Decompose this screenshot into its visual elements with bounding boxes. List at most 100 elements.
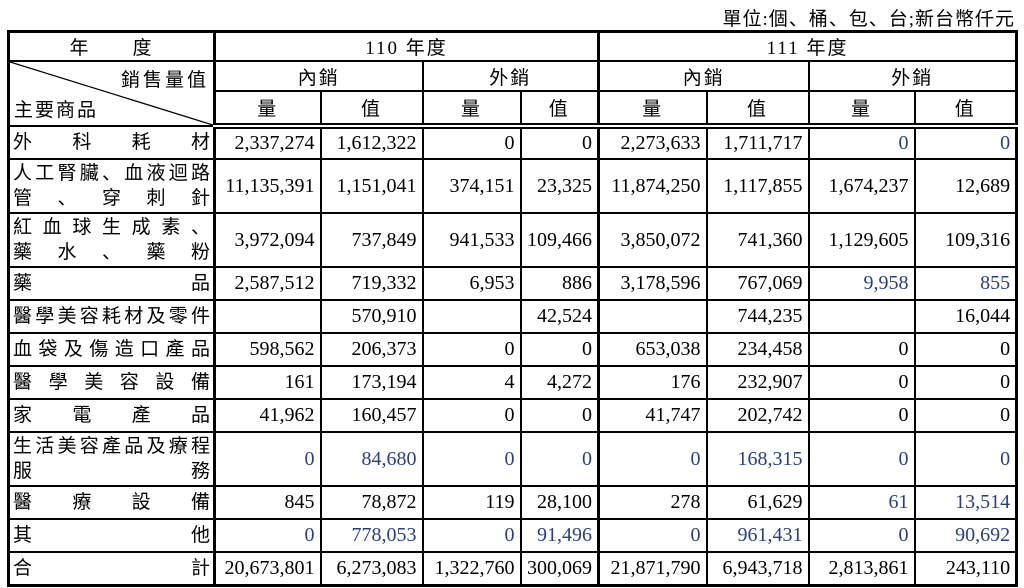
value-cell: 4 xyxy=(421,365,522,400)
value-cell: 0 xyxy=(421,125,522,160)
value-cell: 845 xyxy=(213,485,322,520)
value-cell: 0 xyxy=(213,518,322,553)
value-cell: 78,872 xyxy=(319,485,424,520)
value-cell: 11,874,250 xyxy=(597,158,708,214)
value-cell: 653,038 xyxy=(597,332,708,367)
export-111-header: 外銷 xyxy=(807,60,1018,92)
value-cell: 0 xyxy=(421,431,522,487)
value-cell: 20,673,801 xyxy=(213,551,322,586)
domestic-110-header: 內銷 xyxy=(213,60,424,92)
value-cell: 6,943,718 xyxy=(705,551,810,586)
measure-header-row: 量 值 量 值 量 值 量 值 xyxy=(9,90,1018,129)
diagonal-line xyxy=(10,62,213,125)
value-header: 值 xyxy=(519,90,600,129)
value-cell: 0 xyxy=(807,365,916,400)
value-cell xyxy=(807,299,916,334)
value-header: 值 xyxy=(319,90,424,129)
value-cell: 12,689 xyxy=(913,158,1018,214)
qty-header: 量 xyxy=(597,90,708,129)
value-cell: 91,496 xyxy=(519,518,600,553)
table-row: 合計 20,673,801 6,273,083 1,322,760 300,069 21,… xyxy=(7,551,1018,586)
value-cell: 176 xyxy=(597,365,708,400)
value-cell: 598,562 xyxy=(213,332,322,367)
product-name-cell: 人工腎臟、血液迴路 管、穿刺針 xyxy=(7,158,216,214)
value-cell: 0 xyxy=(807,332,916,367)
table-row: 人工腎臟、血液迴路 管、穿刺針 11,135,391 1,151,041 374,151… xyxy=(7,158,1018,214)
value-cell: 3,972,094 xyxy=(213,212,322,268)
value-cell: 1,612,322 xyxy=(319,125,424,160)
channel-header-row: 銷售量值 主要商品 內銷 外銷 內銷 外銷 xyxy=(7,60,1018,127)
value-cell: 6,273,083 xyxy=(319,551,424,586)
value-cell: 570,910 xyxy=(319,299,424,334)
value-cell: 2,273,633 xyxy=(597,125,708,160)
value-cell: 961,431 xyxy=(705,518,810,553)
product-name-cell: 外科耗材 xyxy=(7,125,216,160)
product-name-cell: 藥品 xyxy=(7,266,216,301)
qty-header: 量 xyxy=(213,90,322,129)
value-cell: 0 xyxy=(807,518,916,553)
value-cell: 0 xyxy=(421,332,522,367)
table-body: 外科耗材 2,337,274 1,612,322 0 0 2,273,633 1,711,7… xyxy=(7,125,1018,586)
value-header: 值 xyxy=(705,90,810,129)
table-row: 血袋及傷造口產品 598,562 206,373 0 0 653,038 234,458 0 0 xyxy=(7,332,1018,367)
product-name-cell: 醫學美容耗材及零件 xyxy=(7,299,216,334)
value-cell: 0 xyxy=(519,431,600,487)
product-name-cell: 生活美容產品及療程 服務 xyxy=(7,431,216,487)
value-cell: 90,692 xyxy=(913,518,1018,553)
value-cell: 0 xyxy=(519,332,600,367)
year-header-row: 年 度 110 年度 111 年度 xyxy=(7,30,1018,62)
product-name-cell: 家電產品 xyxy=(7,398,216,433)
value-cell: 21,871,790 xyxy=(597,551,708,586)
product-name-cell: 血袋及傷造口產品 xyxy=(7,332,216,367)
value-cell: 109,466 xyxy=(519,212,600,268)
value-cell: 243,110 xyxy=(913,551,1018,586)
value-cell: 2,813,861 xyxy=(807,551,916,586)
value-cell: 0 xyxy=(807,125,916,160)
value-cell: 42,524 xyxy=(519,299,600,334)
value-cell: 0 xyxy=(519,125,600,160)
value-cell: 61,629 xyxy=(705,485,810,520)
value-cell: 202,742 xyxy=(705,398,810,433)
value-cell: 0 xyxy=(913,125,1018,160)
value-cell: 1,117,855 xyxy=(705,158,810,214)
value-cell: 109,316 xyxy=(913,212,1018,268)
value-cell: 855 xyxy=(913,266,1018,301)
value-cell: 161 xyxy=(213,365,322,400)
value-cell: 278 xyxy=(597,485,708,520)
value-cell: 173,194 xyxy=(319,365,424,400)
sales-volume-value-table: 年 度 110 年度 111 年度 銷售量值 主要商品 內銷 外銷 內銷 外銷 … xyxy=(7,30,1019,587)
domestic-111-header: 內銷 xyxy=(597,60,810,92)
value-cell: 28,100 xyxy=(519,485,600,520)
value-cell: 0 xyxy=(421,518,522,553)
product-name-cell: 醫學美容設備 xyxy=(7,365,216,400)
value-cell: 300,069 xyxy=(519,551,600,586)
value-cell: 778,053 xyxy=(319,518,424,553)
value-cell: 1,674,237 xyxy=(807,158,916,214)
value-cell: 2,337,274 xyxy=(213,125,322,160)
value-cell: 0 xyxy=(913,332,1018,367)
value-cell: 0 xyxy=(913,398,1018,433)
value-cell: 737,849 xyxy=(319,212,424,268)
value-cell: 0 xyxy=(807,431,916,487)
value-cell: 119 xyxy=(421,485,522,520)
value-cell: 0 xyxy=(421,398,522,433)
value-header: 值 xyxy=(913,90,1018,129)
value-cell xyxy=(421,299,522,334)
export-110-header: 外銷 xyxy=(421,60,600,92)
value-cell: 160,457 xyxy=(319,398,424,433)
value-cell: 16,044 xyxy=(913,299,1018,334)
value-cell: 84,680 xyxy=(319,431,424,487)
value-cell: 374,151 xyxy=(421,158,522,214)
value-cell: 2,587,512 xyxy=(213,266,322,301)
value-cell xyxy=(213,299,322,334)
value-cell: 13,514 xyxy=(913,485,1018,520)
value-cell: 3,178,596 xyxy=(597,266,708,301)
table-row: 醫學美容設備 161 173,194 4 4,272 176 232,907 0 0 xyxy=(7,365,1018,400)
value-cell: 1,129,605 xyxy=(807,212,916,268)
value-cell: 4,272 xyxy=(519,365,600,400)
table-row: 生活美容產品及療程 服務 0 84,680 0 0 0 168,315 0 0 xyxy=(7,431,1018,487)
value-cell: 234,458 xyxy=(705,332,810,367)
value-cell: 886 xyxy=(519,266,600,301)
year-corner-label: 年 度 xyxy=(7,30,216,62)
value-cell: 9,958 xyxy=(807,266,916,301)
